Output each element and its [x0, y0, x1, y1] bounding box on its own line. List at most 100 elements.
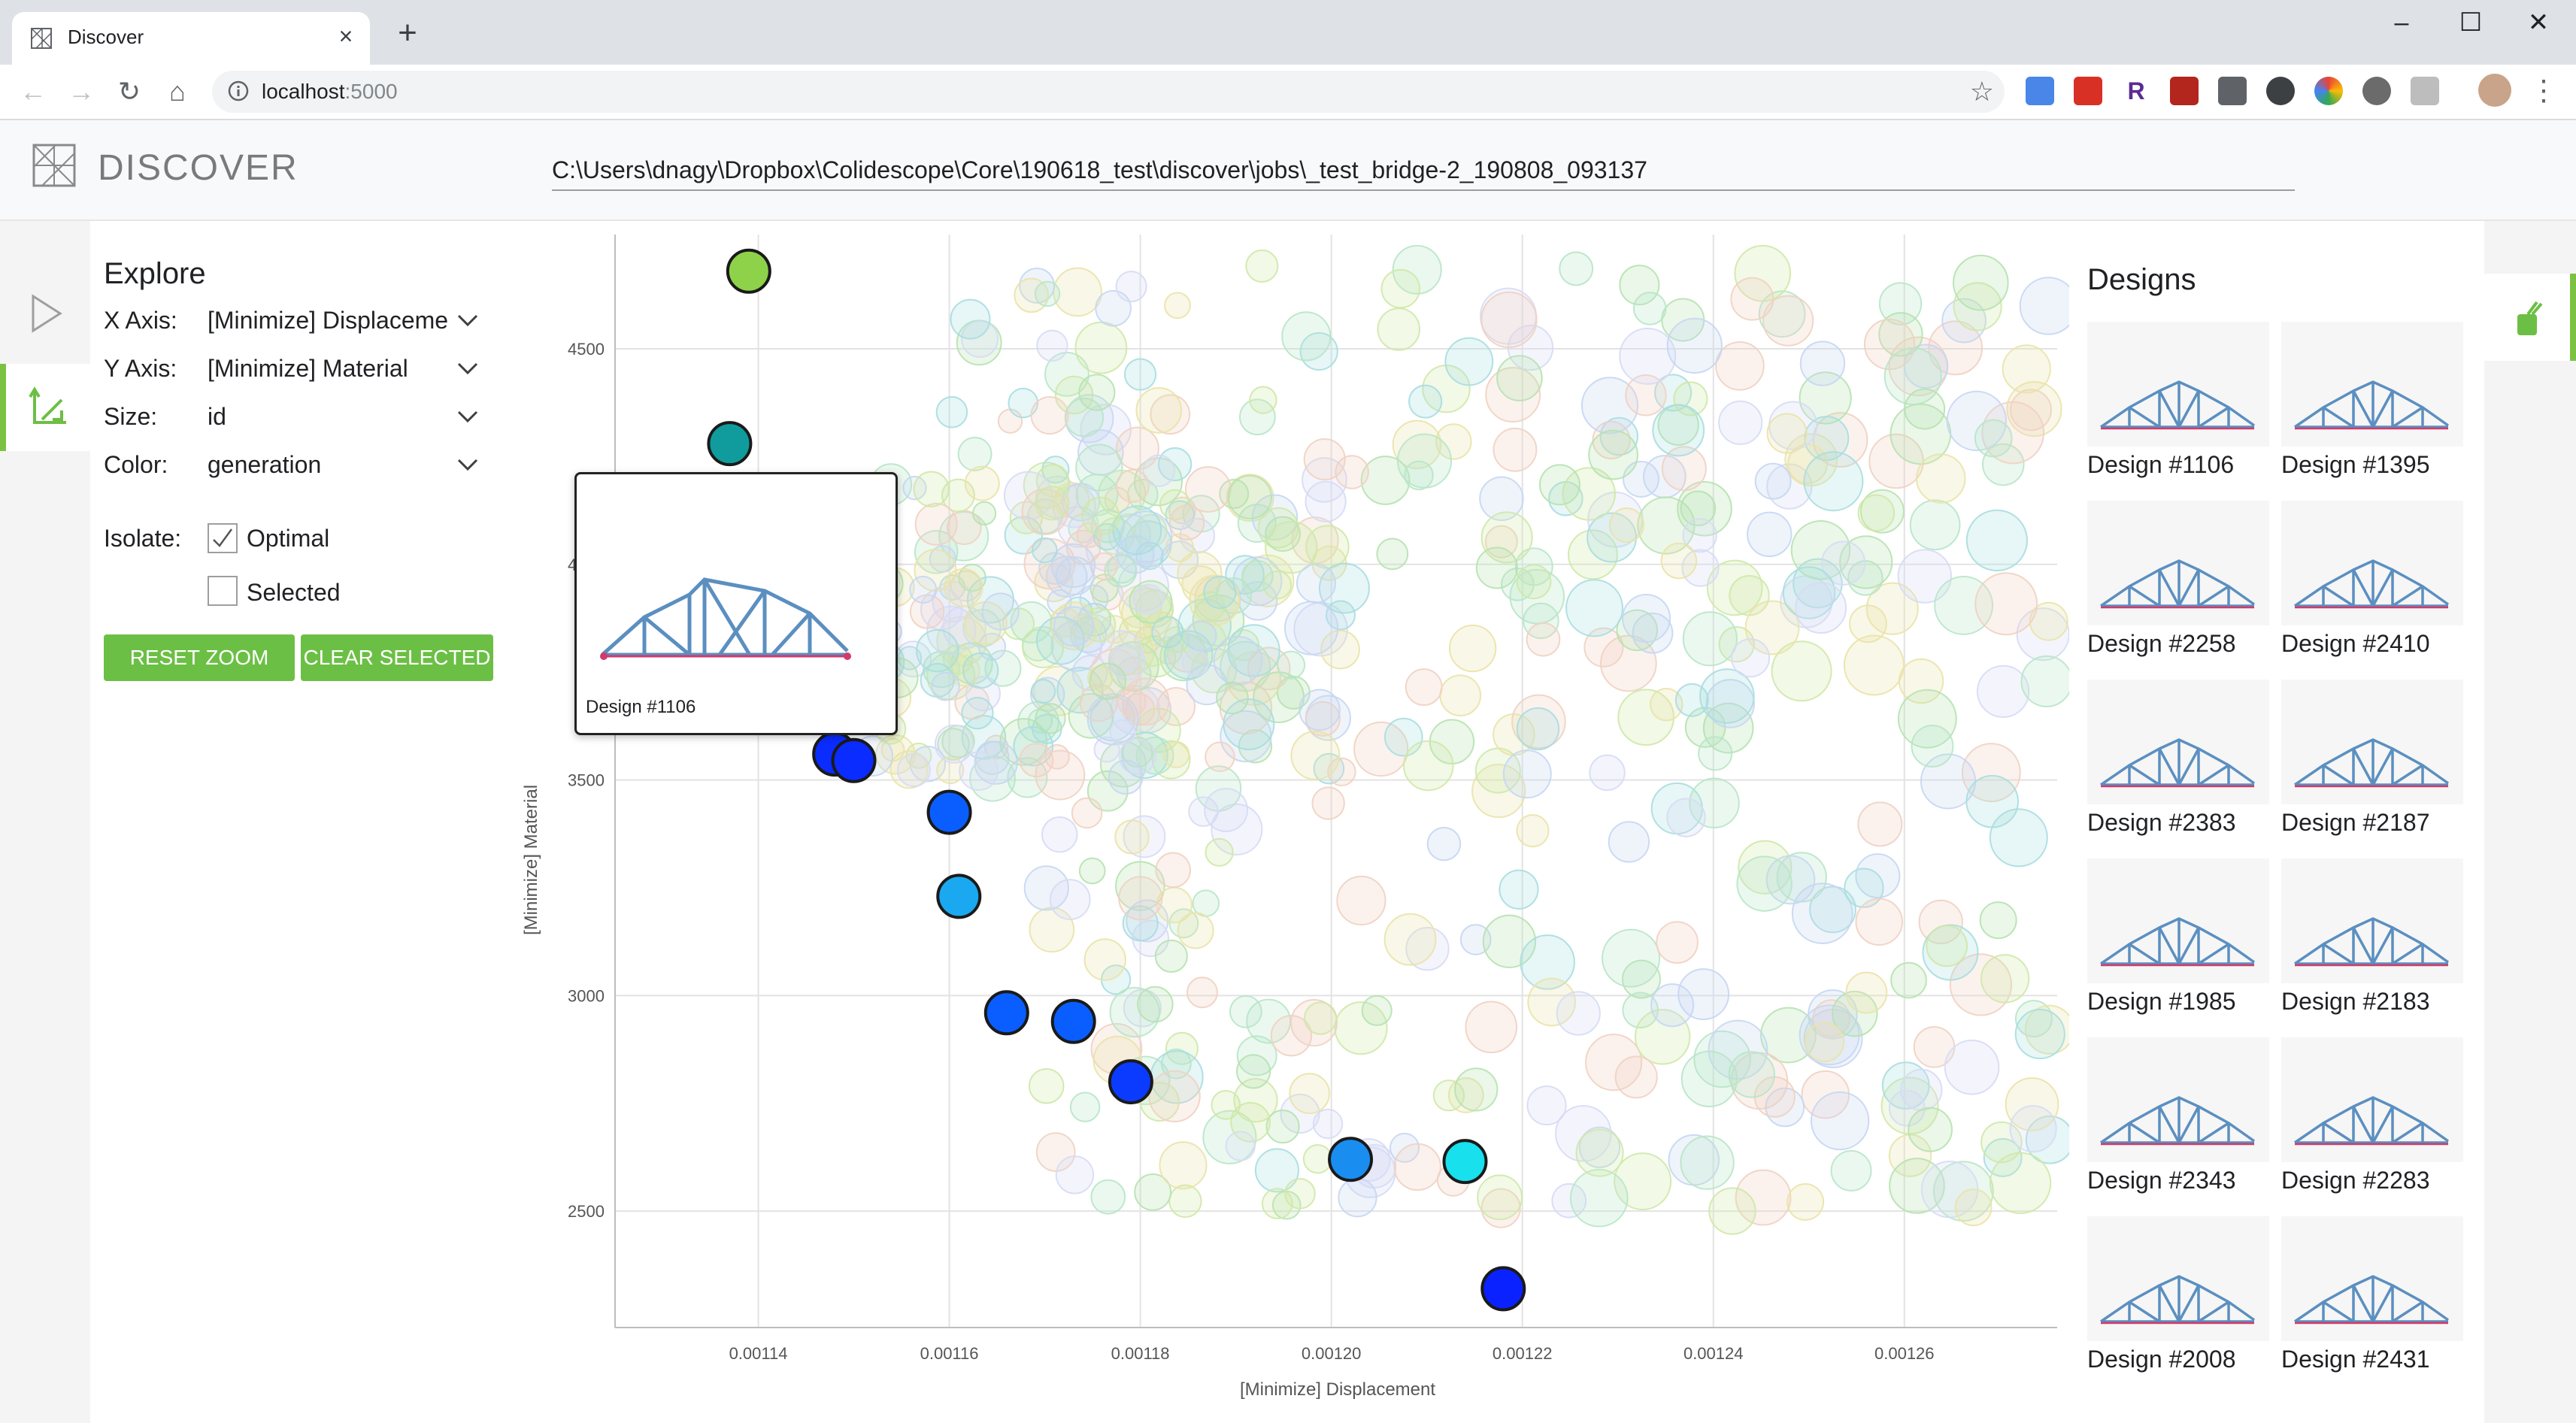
- browser-tab[interactable]: Discover ×: [12, 12, 370, 65]
- design-point[interactable]: [959, 751, 999, 791]
- design-point[interactable]: [1162, 740, 1190, 768]
- design-point[interactable]: [1619, 327, 1677, 385]
- design-point[interactable]: [1526, 622, 1561, 657]
- design-point[interactable]: [1616, 609, 1658, 652]
- design-point[interactable]: [1164, 292, 1191, 319]
- design-point[interactable]: [1008, 387, 1039, 419]
- design-point[interactable]: [1439, 674, 1482, 716]
- design-point[interactable]: [1150, 394, 1191, 435]
- optimal-points[interactable]: [707, 248, 1526, 1312]
- design-point[interactable]: [1226, 474, 1274, 522]
- design-point[interactable]: [1154, 939, 1188, 973]
- design-point[interactable]: [1405, 927, 1450, 971]
- design-point[interactable]: [1303, 437, 1346, 481]
- design-point[interactable]: [1061, 483, 1101, 522]
- design-point[interactable]: [1680, 1050, 1738, 1107]
- design-point[interactable]: [962, 652, 999, 689]
- design-point[interactable]: [1983, 1137, 2023, 1177]
- design-point[interactable]: [1227, 474, 1272, 519]
- design-point[interactable]: [1511, 694, 1566, 749]
- design-thumbnail[interactable]: [2281, 1037, 2463, 1162]
- design-point[interactable]: [1803, 451, 1864, 512]
- optimal-design-point[interactable]: [1442, 1139, 1488, 1185]
- design-point[interactable]: [1465, 1001, 1518, 1054]
- design-point[interactable]: [1432, 1079, 1465, 1112]
- chevron-down-icon[interactable]: [453, 305, 483, 335]
- design-point[interactable]: [1165, 1031, 1199, 1065]
- translate-extension-icon[interactable]: [2026, 77, 2054, 105]
- close-window-icon[interactable]: ✕: [2527, 8, 2550, 37]
- chevron-down-icon[interactable]: [453, 450, 483, 480]
- design-point[interactable]: [1484, 525, 1518, 559]
- design-point[interactable]: [1516, 564, 1552, 600]
- x-axis-select[interactable]: [Minimize] Displaceme: [208, 307, 449, 334]
- design-point[interactable]: [1855, 898, 1903, 946]
- design-point[interactable]: [1265, 1110, 1300, 1144]
- design-point[interactable]: [1155, 852, 1192, 889]
- design-point[interactable]: [1730, 277, 1774, 321]
- design-point[interactable]: [1614, 1055, 1658, 1099]
- design-point[interactable]: [1041, 816, 1078, 853]
- design-point[interactable]: [1523, 602, 1559, 640]
- design-point[interactable]: [1078, 857, 1106, 885]
- design-point[interactable]: [1904, 388, 1946, 430]
- design-point[interactable]: [1302, 1144, 1333, 1174]
- design-point[interactable]: [1069, 1091, 1101, 1122]
- design-point[interactable]: [1336, 875, 1386, 926]
- design-thumbnail[interactable]: [2281, 322, 2463, 447]
- design-point[interactable]: [1699, 668, 1755, 724]
- design-point[interactable]: [2010, 389, 2052, 431]
- design-point[interactable]: [1030, 396, 1069, 435]
- design-point[interactable]: [1311, 786, 1345, 820]
- design-point[interactable]: [1115, 271, 1147, 303]
- design-point[interactable]: [1134, 1173, 1172, 1211]
- design-point[interactable]: [1123, 815, 1166, 858]
- design-point[interactable]: [1976, 665, 2030, 718]
- design-point[interactable]: [960, 319, 999, 358]
- design-point[interactable]: [1227, 624, 1280, 677]
- design-point[interactable]: [1804, 1022, 1845, 1062]
- design-point[interactable]: [1855, 853, 1901, 899]
- design-point[interactable]: [1857, 801, 1903, 847]
- design-point[interactable]: [1954, 1188, 1993, 1227]
- design-point[interactable]: [1270, 1015, 1313, 1057]
- design-point[interactable]: [1830, 1149, 1872, 1191]
- reload-icon[interactable]: ↻: [117, 76, 141, 107]
- design-point[interactable]: [1122, 737, 1153, 768]
- design-point[interactable]: [1878, 312, 1923, 357]
- design-point[interactable]: [1911, 725, 1954, 768]
- design-point[interactable]: [1137, 986, 1174, 1023]
- design-point[interactable]: [957, 436, 993, 471]
- design-thumbnail[interactable]: [2281, 501, 2463, 625]
- design-point[interactable]: [1471, 764, 1526, 819]
- extension-dark-icon[interactable]: [2362, 77, 2391, 105]
- design-point[interactable]: [1580, 377, 1639, 434]
- design-point[interactable]: [1181, 649, 1210, 677]
- design-point[interactable]: [1734, 244, 1792, 302]
- design-point[interactable]: [1897, 549, 1952, 604]
- design-point[interactable]: [1241, 559, 1274, 592]
- address-bar[interactable]: localhost:5000 ☆: [212, 71, 2005, 113]
- design-point[interactable]: [1194, 591, 1226, 622]
- design-point[interactable]: [1965, 509, 2029, 572]
- design-point[interactable]: [1086, 665, 1114, 692]
- design-point[interactable]: [1812, 999, 1850, 1037]
- design-point[interactable]: [1281, 311, 1332, 362]
- design-point[interactable]: [1932, 1161, 1994, 1222]
- extension-r-icon[interactable]: R: [2122, 77, 2150, 105]
- design-point[interactable]: [1049, 879, 1091, 921]
- design-thumbnail[interactable]: [2087, 680, 2269, 804]
- design-point[interactable]: [1148, 1070, 1201, 1123]
- design-thumbnail[interactable]: [2281, 680, 2463, 804]
- design-point[interactable]: [1205, 741, 1235, 773]
- design-point[interactable]: [1730, 638, 1771, 678]
- design-card[interactable]: Design #2410: [2281, 501, 2466, 671]
- design-point[interactable]: [1766, 413, 1808, 454]
- design-point[interactable]: [1262, 570, 1293, 600]
- design-point[interactable]: [1677, 968, 1730, 1021]
- design-point[interactable]: [1799, 341, 1846, 386]
- design-point[interactable]: [916, 628, 959, 673]
- design-point[interactable]: [1053, 606, 1094, 647]
- design-point[interactable]: [1944, 1039, 2000, 1095]
- design-point[interactable]: [1949, 953, 2013, 1016]
